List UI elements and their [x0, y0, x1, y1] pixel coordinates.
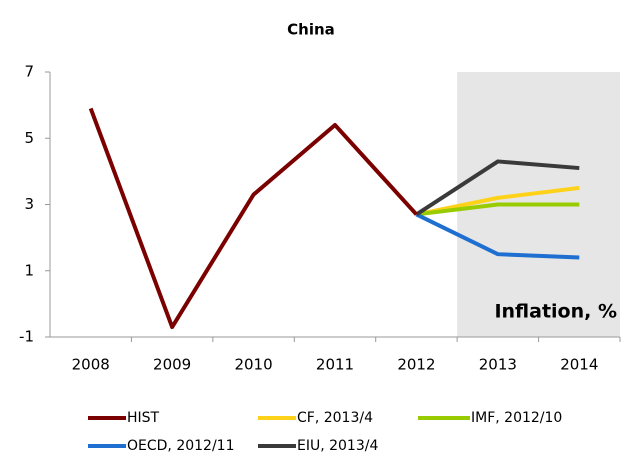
- y-tick-label: 7: [24, 63, 34, 81]
- x-tick-label: 2014: [560, 356, 598, 374]
- legend-label: EIU, 2013/4: [297, 438, 378, 454]
- y-tick-label: 5: [24, 129, 34, 147]
- legend-label: CF, 2013/4: [297, 410, 373, 426]
- series-line: [415, 212, 580, 260]
- series-line: [416, 185, 580, 217]
- x-tick-label: 2012: [397, 356, 435, 374]
- series-line: [416, 202, 580, 217]
- y-tick-label: -1: [19, 328, 34, 346]
- series-line: [88, 107, 418, 330]
- legend-label: IMF, 2012/10: [471, 410, 562, 426]
- y-tick-label: 1: [24, 261, 34, 279]
- legend-label: HIST: [127, 410, 160, 426]
- legend-label: OECD, 2012/11: [127, 438, 234, 454]
- x-tick-label: 2013: [479, 356, 517, 374]
- x-tick-label: 2008: [72, 356, 110, 374]
- chart-title: China: [287, 21, 335, 39]
- annotation: Inflation, %: [494, 301, 617, 323]
- x-tick-label: 2009: [153, 356, 191, 374]
- series-line: [415, 159, 580, 217]
- x-tick-label: 2010: [234, 356, 272, 374]
- y-tick-label: 3: [24, 195, 34, 213]
- x-tick-label: 2011: [316, 356, 354, 374]
